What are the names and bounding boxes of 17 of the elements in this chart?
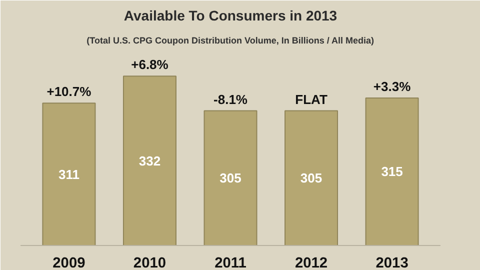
data-label: 305	[300, 170, 322, 186]
annotation: +10.7%	[46, 84, 92, 100]
data-label: 311	[58, 166, 80, 182]
annotation: +6.8%	[131, 57, 169, 72]
x-tick-label: 2011	[214, 256, 246, 270]
annotation: FLAT	[295, 92, 328, 107]
data-label: 315	[381, 164, 403, 180]
chart-title: Available To Consumers in 2013	[124, 8, 338, 24]
x-tick-label: 2012	[294, 256, 328, 270]
annotation: +3.3%	[373, 78, 412, 94]
annotation: -8.1%	[214, 92, 248, 107]
chart-subtitle: (Total U.S. CPG Coupon Distribution Volume, In Billions / All Media)	[86, 36, 374, 46]
x-tick-label: 2010	[133, 256, 166, 270]
x-tick-label: 2013	[376, 256, 408, 270]
data-label: 332	[138, 153, 161, 168]
x-tick-label: 2009	[52, 256, 86, 270]
data-label: 305	[220, 170, 242, 186]
